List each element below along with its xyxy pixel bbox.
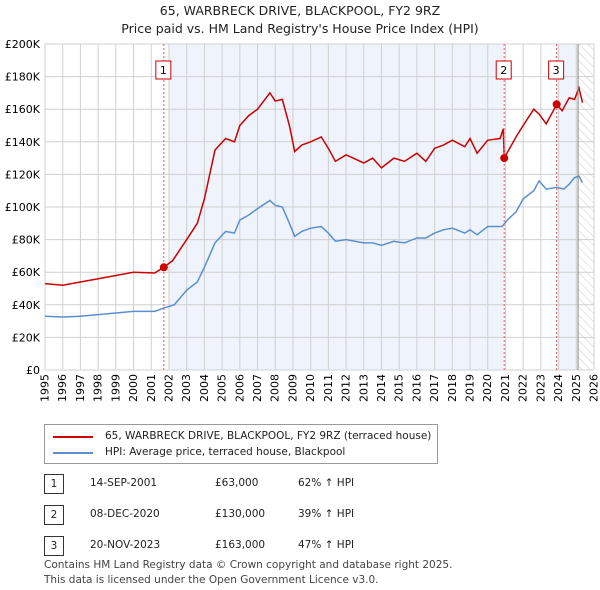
transaction-date: 08-DEC-2020 [90, 508, 160, 520]
sale-point [500, 154, 509, 163]
sale-point [159, 263, 168, 272]
x-tick-label: 2014 [375, 374, 388, 402]
y-tick-label: £180K [5, 71, 41, 84]
y-tick-label: £200K [5, 38, 41, 51]
x-tick-label: 1998 [92, 374, 105, 402]
x-tick-label: 2025 [570, 374, 583, 402]
footer-license: This data is licensed under the Open Gov… [44, 574, 379, 586]
transaction-hpi: 39% ↑ HPI [298, 508, 355, 520]
transaction-price: £63,000 [215, 477, 259, 489]
x-tick-label: 2017 [428, 374, 441, 402]
chart-title: 65, WARBRECK DRIVE, BLACKPOOL, FY2 9RZ [159, 3, 441, 18]
property-price-line [44, 85, 584, 286]
x-tick-label: 2013 [357, 374, 370, 402]
x-tick-label: 2010 [304, 374, 317, 402]
x-tick-label: 2003 [180, 374, 193, 402]
footer-copyright: Contains HM Land Registry data © Crown c… [44, 559, 453, 571]
legend-swatch-blue [53, 451, 93, 454]
y-tick-label: £140K [5, 136, 41, 149]
x-tick-label: 2016 [410, 374, 423, 402]
x-tick-label: 2021 [499, 374, 512, 402]
transaction-hpi: 47% ↑ HPI [298, 539, 355, 551]
sale-label-box [495, 60, 512, 80]
legend-swatch-red [53, 435, 93, 438]
transaction-date: 14-SEP-2001 [90, 477, 158, 489]
hpi-line [44, 175, 584, 318]
sale-label-box [155, 60, 172, 80]
transaction-number: 3 [44, 536, 64, 556]
y-tick-label: £40K [12, 299, 41, 312]
x-tick-label: 2020 [481, 374, 494, 402]
x-tick-label: 2015 [393, 374, 406, 402]
x-tick-label: 2022 [517, 374, 530, 402]
y-tick-label: £60K [12, 266, 41, 279]
transaction-date: 20-NOV-2023 [90, 539, 161, 551]
x-tick-label: 1999 [109, 374, 122, 402]
transaction-price: £163,000 [215, 539, 266, 551]
legend-label: HPI: Average price, terraced house, Blac… [105, 446, 346, 458]
sale-label: 2 [500, 64, 507, 77]
x-tick-label: 1997 [74, 374, 87, 402]
x-tick-label: 2006 [233, 374, 246, 402]
x-tick-label: 2005 [216, 374, 229, 402]
legend: 65, WARBRECK DRIVE, BLACKPOOL, FY2 9RZ (… [44, 424, 438, 464]
x-tick-label: 2019 [464, 374, 477, 402]
x-tick-label: 2024 [552, 374, 565, 402]
y-tick-label: £100K [5, 201, 41, 214]
x-tick-label: 1995 [39, 374, 52, 402]
transaction-row: 3 20-NOV-2023 £163,000 47% ↑ HPI [44, 536, 444, 556]
transaction-number: 1 [44, 474, 64, 494]
x-tick-label: 2023 [534, 374, 547, 402]
x-tick-label: 2001 [145, 374, 158, 402]
chart-subtitle: Price paid vs. HM Land Registry's House … [121, 21, 479, 36]
transaction-hpi: 62% ↑ HPI [298, 477, 355, 489]
x-tick-label: 2007 [251, 374, 264, 402]
transaction-row: 1 14-SEP-2001 £63,000 62% ↑ HPI [44, 474, 444, 494]
transaction-price: £130,000 [215, 508, 266, 520]
x-tick-label: 2008 [269, 374, 282, 402]
x-tick-label: 1996 [56, 374, 69, 402]
x-tick-label: 2000 [127, 374, 140, 402]
sale-point [552, 100, 561, 109]
y-tick-label: £0 [26, 364, 40, 377]
y-tick-label: £120K [5, 168, 41, 181]
transaction-number: 2 [44, 505, 64, 525]
legend-item-hpi: HPI: Average price, terraced house, Blac… [53, 446, 345, 459]
sale-label-box [548, 60, 565, 80]
y-tick-label: £80K [12, 234, 41, 247]
sale-label: 1 [160, 64, 167, 77]
x-tick-label: 2011 [322, 374, 335, 402]
x-tick-label: 2026 [588, 374, 600, 402]
x-tick-label: 2012 [340, 374, 353, 402]
x-tick-label: 2018 [446, 374, 459, 402]
y-tick-label: £20K [12, 331, 41, 344]
price-chart: 1 2 3 1995 1996 1997 1998 1999 2000 2001 2002 2003 2… [5, 38, 600, 402]
x-tick-label: 2002 [162, 374, 175, 402]
legend-label: 65, WARBRECK DRIVE, BLACKPOOL, FY2 9RZ (… [105, 430, 432, 442]
legend-item-property: 65, WARBRECK DRIVE, BLACKPOOL, FY2 9RZ (… [53, 430, 431, 443]
sale-label: 3 [553, 64, 560, 77]
transaction-row: 2 08-DEC-2020 £130,000 39% ↑ HPI [44, 505, 444, 525]
x-tick-label: 2009 [286, 374, 299, 402]
y-tick-label: £160K [5, 103, 41, 116]
x-tick-label: 2004 [198, 374, 211, 402]
